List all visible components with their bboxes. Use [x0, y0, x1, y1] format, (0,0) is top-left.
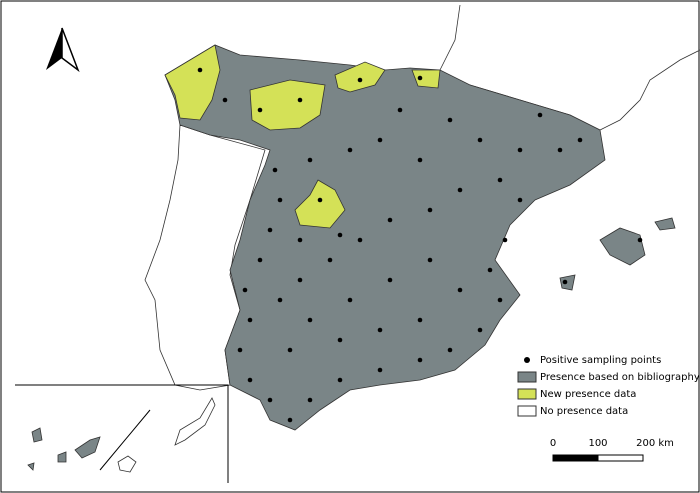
legend-symbol — [517, 371, 537, 383]
canary-inset — [15, 384, 229, 483]
spain — [164, 44, 606, 431]
legend-label: Presence based on bibliography — [540, 372, 700, 383]
legend-label: Positive sampling points — [540, 355, 661, 366]
scale-label: 0 — [550, 438, 556, 449]
portugal — [144, 124, 266, 391]
north-arrow — [46, 27, 80, 73]
legend-label: New presence data — [540, 389, 636, 400]
legend: Positive sampling points Presence based … — [517, 355, 700, 417]
legend-symbol — [517, 388, 537, 400]
legend-symbol — [517, 405, 537, 417]
new-presence-regions — [164, 44, 441, 229]
balearic-islands — [559, 217, 676, 291]
sampling-points — [197, 67, 643, 423]
legend-symbol — [524, 357, 530, 363]
legend-label: No presence data — [540, 406, 628, 417]
scale-bar: 0 100 200 km — [550, 438, 674, 462]
scale-label: 100 — [588, 438, 607, 449]
scale-label: 200 km — [636, 438, 674, 449]
